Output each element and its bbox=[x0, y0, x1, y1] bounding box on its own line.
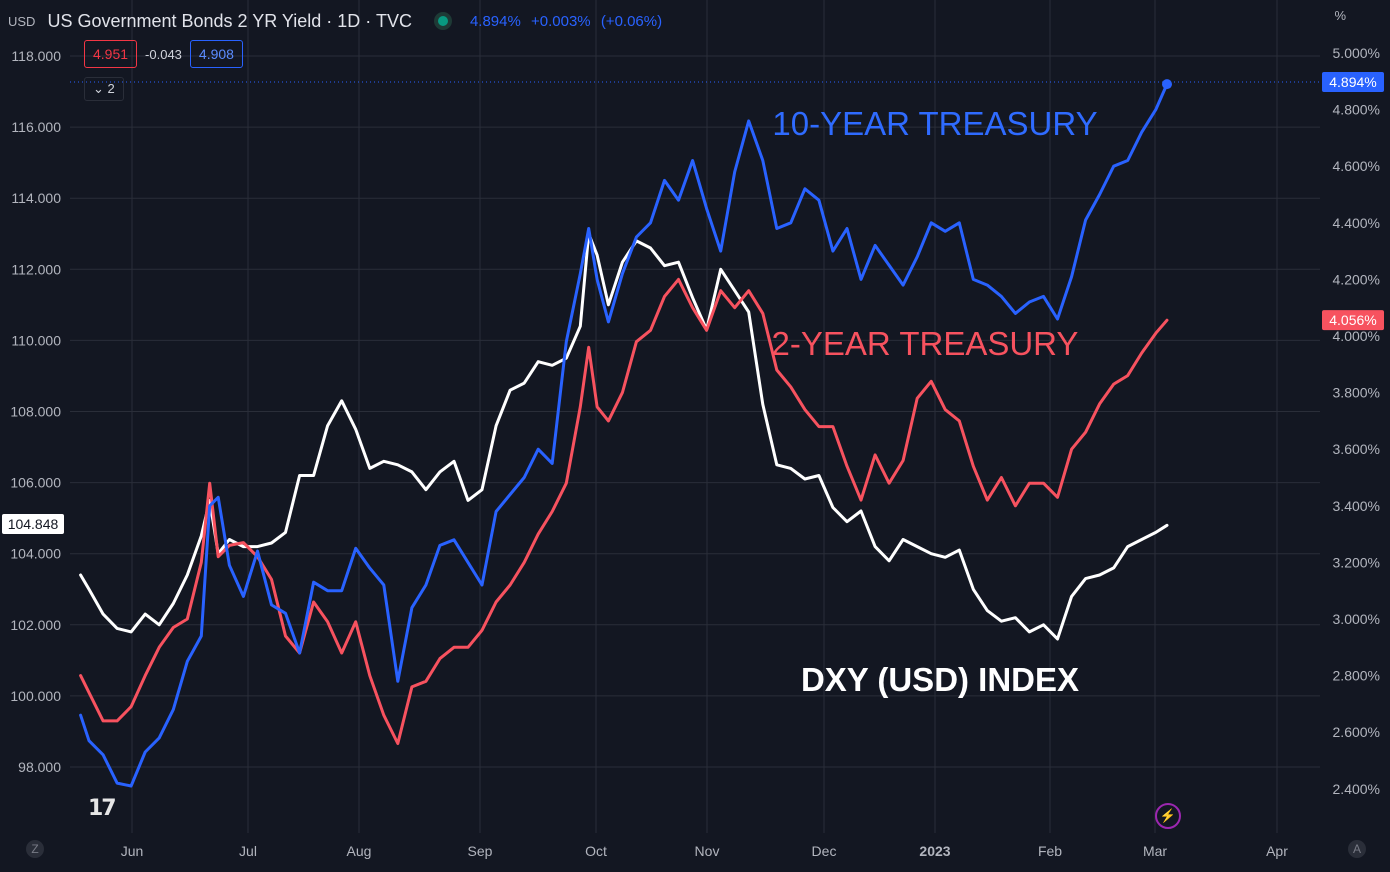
indicator-count: 2 bbox=[107, 81, 115, 96]
right-tick-label: 3.200% bbox=[1333, 554, 1380, 570]
annotation-ten-year: 10-YEAR TREASURY bbox=[772, 105, 1097, 142]
chevron-down-icon: ⌄ bbox=[93, 81, 104, 96]
badge-dxy-bg bbox=[2, 514, 64, 534]
trade-panel: 4.951 -0.043 4.908 bbox=[84, 40, 243, 68]
series-line-two bbox=[79, 277, 1169, 745]
left-tick-label: 100.000 bbox=[10, 688, 61, 704]
right-tick-label: 4.600% bbox=[1333, 158, 1380, 174]
series-line-ten bbox=[79, 82, 1169, 788]
lightning-icon[interactable]: ⚡ bbox=[1155, 803, 1181, 829]
right-percent-axis[interactable]: 5.000% 4.800% 4.600% 4.400% 4.200% 4.000% 3.80… bbox=[1333, 45, 1380, 797]
annotation-two-year: 2-YEAR TREASURY bbox=[772, 325, 1079, 362]
left-tick-label: 104.000 bbox=[10, 546, 61, 562]
x-tick-label: Aug bbox=[347, 843, 372, 859]
right-tick-label: 2.800% bbox=[1333, 668, 1380, 684]
right-tick-label: 5.000% bbox=[1333, 45, 1380, 61]
grid bbox=[70, 0, 1320, 833]
x-tick-label: Jul bbox=[239, 843, 257, 859]
series-line-dxy bbox=[79, 232, 1169, 641]
x-tick-label: Jun bbox=[121, 843, 144, 859]
series-lines bbox=[79, 79, 1172, 788]
percent-unit-label: % bbox=[1334, 8, 1346, 23]
buy-button[interactable]: 4.908 bbox=[189, 40, 243, 68]
right-tick-label: 4.800% bbox=[1333, 102, 1380, 118]
axis-badges: 4.894% 4.056% 104.848 bbox=[2, 72, 1384, 534]
badge-ten-year-bg bbox=[1322, 72, 1384, 92]
right-tick-label: 2.600% bbox=[1333, 724, 1380, 740]
right-tick-label: 4.200% bbox=[1333, 271, 1380, 287]
badge-two-year: 4.056% bbox=[1329, 312, 1376, 328]
chart-header: USD US Government Bonds 2 YR Yield · 1D … bbox=[8, 8, 668, 34]
series-end-dot-ten bbox=[1162, 79, 1172, 90]
left-tick-label: 118.000 bbox=[11, 48, 61, 64]
symbol-title[interactable]: US Government Bonds 2 YR Yield · 1D · TV… bbox=[47, 10, 412, 31]
right-tick-label: 4.400% bbox=[1333, 215, 1380, 231]
right-tick-label: 3.000% bbox=[1333, 611, 1380, 627]
x-tick-label: Feb bbox=[1038, 843, 1062, 859]
right-tick-label: 4.000% bbox=[1333, 328, 1380, 344]
left-tick-label: 114.000 bbox=[11, 190, 61, 206]
sell-button[interactable]: 4.951 bbox=[84, 40, 138, 68]
left-tick-label: 108.000 bbox=[10, 404, 61, 420]
zoom-toggle-icon[interactable]: Z bbox=[26, 840, 44, 858]
badge-two-year-bg bbox=[1322, 310, 1384, 331]
quote-readout: 4.894% +0.003% (+0.06%) bbox=[470, 13, 668, 30]
right-tick-label: 3.600% bbox=[1333, 441, 1380, 457]
badge-ten-year: 4.894% bbox=[1329, 74, 1376, 90]
right-tick-label: 3.400% bbox=[1333, 498, 1380, 514]
badge-dxy: 104.848 bbox=[8, 516, 59, 532]
indicators-collapse-button[interactable]: ⌄ 2 bbox=[84, 77, 124, 101]
right-tick-label: 3.800% bbox=[1333, 385, 1380, 401]
right-tick-label: 2.400% bbox=[1333, 781, 1380, 797]
change-pct: (+0.06%) bbox=[600, 12, 663, 30]
x-tick-label: Apr bbox=[1266, 843, 1288, 859]
left-price-axis[interactable]: 118.000 116.000 114.000 112.000 110.000 108.0… bbox=[10, 48, 61, 775]
left-tick-label: 102.000 bbox=[10, 617, 61, 633]
tradingview-logo-icon[interactable]: 17 bbox=[88, 796, 117, 821]
left-tick-label: 106.000 bbox=[10, 475, 61, 491]
x-tick-label: Dec bbox=[812, 843, 837, 859]
auto-scale-icon[interactable]: A bbox=[1348, 840, 1366, 858]
left-tick-label: 98.000 bbox=[18, 759, 61, 775]
left-tick-label: 110.000 bbox=[11, 332, 61, 348]
currency-selector[interactable]: USD bbox=[8, 13, 36, 29]
change-value: +0.003% bbox=[531, 12, 591, 30]
x-tick-label: Mar bbox=[1143, 843, 1167, 859]
annotation-dxy: DXY (USD) INDEX bbox=[801, 661, 1079, 698]
x-tick-label: Sep bbox=[468, 843, 493, 859]
last-value: 4.894% bbox=[469, 12, 521, 30]
market-status-icon bbox=[437, 16, 448, 26]
x-tick-label: Nov bbox=[695, 843, 720, 859]
left-tick-label: 116.000 bbox=[11, 119, 61, 135]
spread-value: -0.043 bbox=[145, 46, 182, 62]
x-tick-label: 2023 bbox=[919, 843, 950, 859]
left-tick-label: 112.000 bbox=[11, 261, 61, 277]
x-tick-label: Oct bbox=[585, 843, 607, 859]
time-axis[interactable]: Jun Jul Aug Sep Oct Nov Dec 2023 Feb Mar Apr bbox=[121, 843, 1289, 859]
